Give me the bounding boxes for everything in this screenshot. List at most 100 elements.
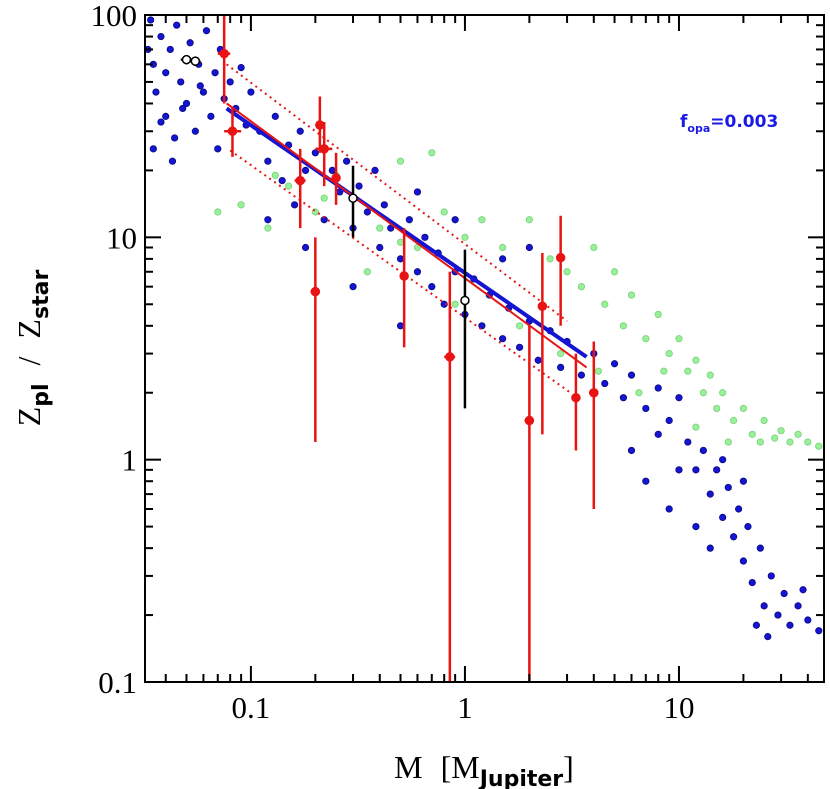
point xyxy=(794,430,802,438)
point xyxy=(247,88,255,96)
point xyxy=(440,300,448,308)
point xyxy=(271,112,279,120)
point xyxy=(264,216,272,224)
point xyxy=(149,145,157,153)
point xyxy=(376,224,384,232)
point xyxy=(311,149,319,157)
point xyxy=(563,268,571,276)
point xyxy=(706,371,714,379)
point xyxy=(237,63,245,72)
point xyxy=(380,201,388,209)
error-point xyxy=(319,144,329,154)
y-tick-label: 1 xyxy=(122,443,138,478)
point xyxy=(499,243,507,252)
point xyxy=(815,442,823,450)
point xyxy=(719,456,727,464)
y-axis-label-part: star xyxy=(29,270,54,319)
point xyxy=(264,224,272,232)
point xyxy=(162,69,170,77)
point xyxy=(186,39,194,47)
error-point xyxy=(348,193,358,203)
error-point xyxy=(524,415,535,426)
point xyxy=(752,621,760,629)
error-point xyxy=(190,56,201,66)
point xyxy=(756,438,764,446)
x-tick-label: 1 xyxy=(457,690,473,725)
point xyxy=(278,176,286,185)
point xyxy=(675,466,683,474)
point xyxy=(237,201,245,209)
x-axis-label: M [MJupiter] xyxy=(394,749,574,789)
point xyxy=(196,82,204,90)
point xyxy=(557,349,565,358)
y-axis-label-part: Z xyxy=(11,407,47,427)
point xyxy=(343,157,351,165)
point xyxy=(499,335,507,343)
point xyxy=(166,45,174,54)
point xyxy=(760,602,768,610)
point xyxy=(173,21,181,29)
error-point xyxy=(219,48,229,59)
point xyxy=(396,322,405,330)
point xyxy=(152,88,160,96)
point xyxy=(601,379,609,388)
point xyxy=(675,335,683,343)
error-point xyxy=(315,120,325,130)
point xyxy=(285,182,293,190)
error-point xyxy=(537,301,548,311)
axes: 0.1 1 10 0.1 1 10 100 M [MJupiter] Zpl / Zstar fopa=… xyxy=(11,0,824,789)
point xyxy=(706,544,714,552)
point xyxy=(739,557,748,565)
y-axis-label-part: pl xyxy=(29,383,54,406)
point xyxy=(405,216,413,224)
point xyxy=(451,216,459,224)
error-point xyxy=(331,173,341,183)
fit-line xyxy=(226,102,588,369)
point xyxy=(214,145,222,153)
point xyxy=(665,416,673,425)
annotation-part: f xyxy=(680,112,688,132)
point xyxy=(654,384,662,392)
point xyxy=(719,389,727,397)
point xyxy=(744,522,752,531)
point xyxy=(147,16,155,24)
point xyxy=(451,300,459,308)
point xyxy=(363,268,371,276)
y-axis-label: Zpl / Zstar xyxy=(11,270,54,427)
point xyxy=(627,371,636,379)
point xyxy=(771,434,779,442)
point xyxy=(428,149,436,157)
point xyxy=(699,389,707,397)
point xyxy=(724,438,732,446)
error-point xyxy=(555,252,566,263)
point xyxy=(214,208,222,216)
x-axis-label-part: Jupiter xyxy=(478,767,564,789)
point xyxy=(815,627,823,635)
point xyxy=(619,322,628,330)
point xyxy=(349,283,357,291)
annotation-part: =0.003 xyxy=(710,112,778,132)
x-axis-label-part: M xyxy=(394,749,422,785)
point xyxy=(199,88,208,96)
point xyxy=(627,291,636,299)
x-tick-label: 0.1 xyxy=(232,690,271,725)
point xyxy=(168,157,177,165)
y-tick-label: 10 xyxy=(106,220,137,255)
point xyxy=(157,32,165,41)
point xyxy=(202,27,211,35)
x-axis-label-part: ] xyxy=(563,749,574,785)
point xyxy=(654,310,662,319)
annotation: fopa=0.003 xyxy=(680,112,778,135)
plot-area xyxy=(145,15,823,682)
error-point xyxy=(571,392,581,403)
x-tick-label: 10 xyxy=(663,690,694,725)
point xyxy=(692,356,700,364)
point xyxy=(610,360,619,368)
fit-line xyxy=(226,63,568,322)
point xyxy=(557,363,565,372)
point xyxy=(774,611,782,619)
point xyxy=(767,572,775,580)
point xyxy=(799,586,807,594)
point xyxy=(577,283,585,291)
point xyxy=(162,112,170,120)
